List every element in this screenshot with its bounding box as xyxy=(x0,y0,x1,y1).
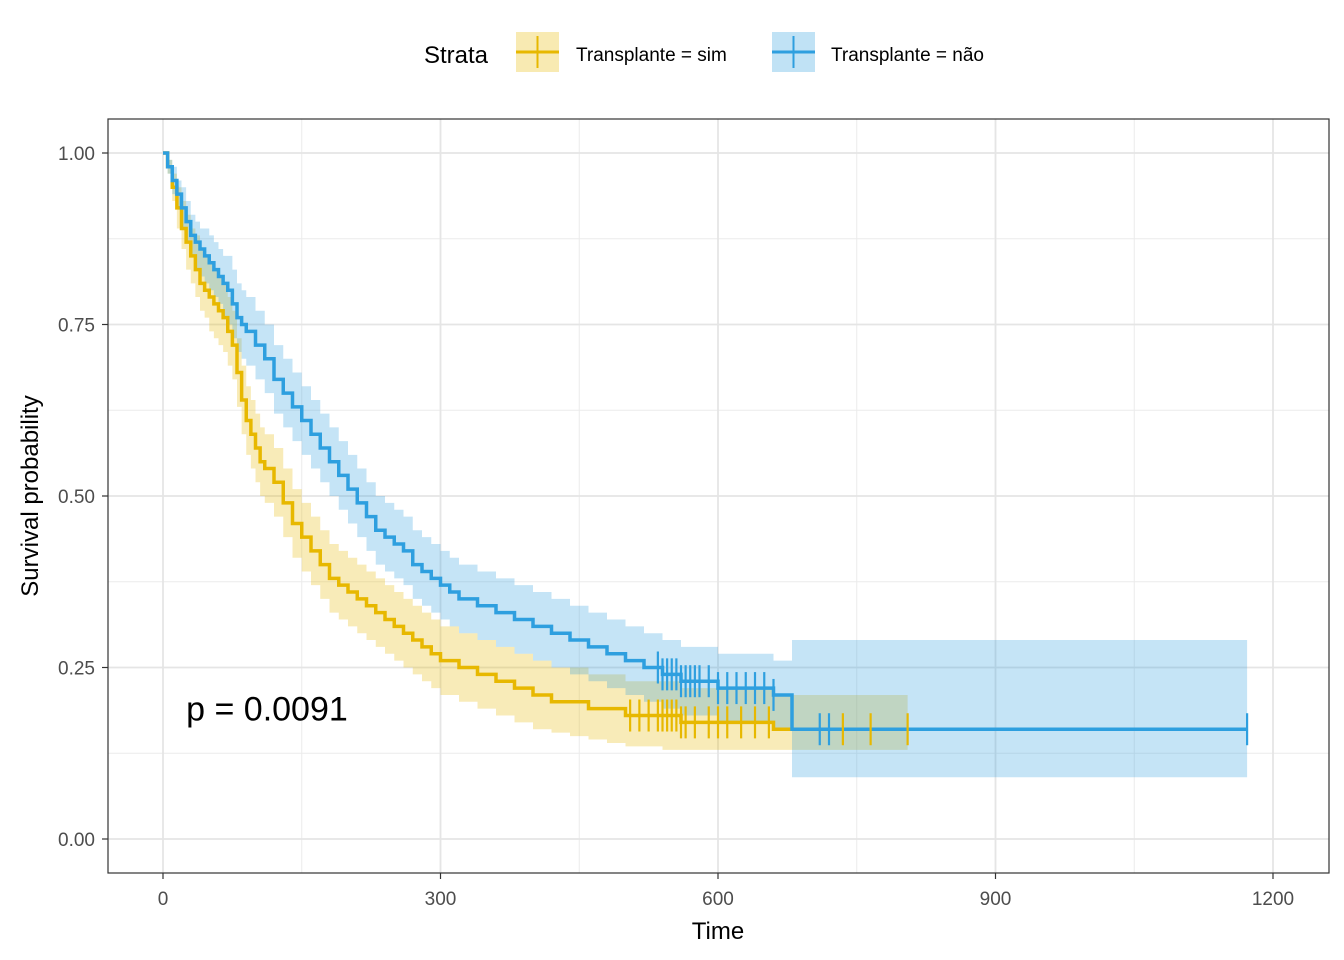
y-tick-label: 0.25 xyxy=(58,659,95,680)
confidence-band-sim xyxy=(163,153,908,750)
y-axis-ticks: 0.00 0.25 0.50 0.75 1.00 xyxy=(58,144,108,851)
survival-curve-nao xyxy=(163,151,1248,731)
y-tick-label: 1.00 xyxy=(58,144,95,165)
legend-item-sim: Transplante = sim xyxy=(516,32,727,72)
x-tick-label: 1200 xyxy=(1252,889,1294,910)
p-value-annotation: p = 0.0091 xyxy=(186,691,348,729)
confidence-bands xyxy=(163,153,1248,778)
survival-curve-sim xyxy=(163,151,908,731)
x-tick-label: 900 xyxy=(980,889,1012,910)
legend-label-nao: Transplante = não xyxy=(831,45,984,66)
y-tick-label: 0.75 xyxy=(58,316,95,337)
legend-item-nao: Transplante = não xyxy=(772,32,984,72)
survival-curves xyxy=(163,151,1248,731)
y-axis-title: Survival probability xyxy=(17,395,44,596)
x-tick-label: 0 xyxy=(158,889,169,910)
x-axis-ticks: 0 300 600 900 1200 xyxy=(158,873,1294,910)
y-tick-label: 0.00 xyxy=(58,830,95,851)
censor-marks xyxy=(629,651,1249,746)
x-tick-label: 600 xyxy=(702,889,734,910)
legend-label-sim: Transplante = sim xyxy=(576,45,727,66)
x-axis-title: Time xyxy=(692,918,744,945)
legend: Strata Transplante = sim Transplante = n… xyxy=(424,32,984,72)
y-tick-label: 0.50 xyxy=(58,487,95,508)
x-tick-label: 300 xyxy=(425,889,457,910)
confidence-band-nao xyxy=(163,153,1248,778)
grid xyxy=(108,119,1329,873)
legend-title: Strata xyxy=(424,42,489,69)
